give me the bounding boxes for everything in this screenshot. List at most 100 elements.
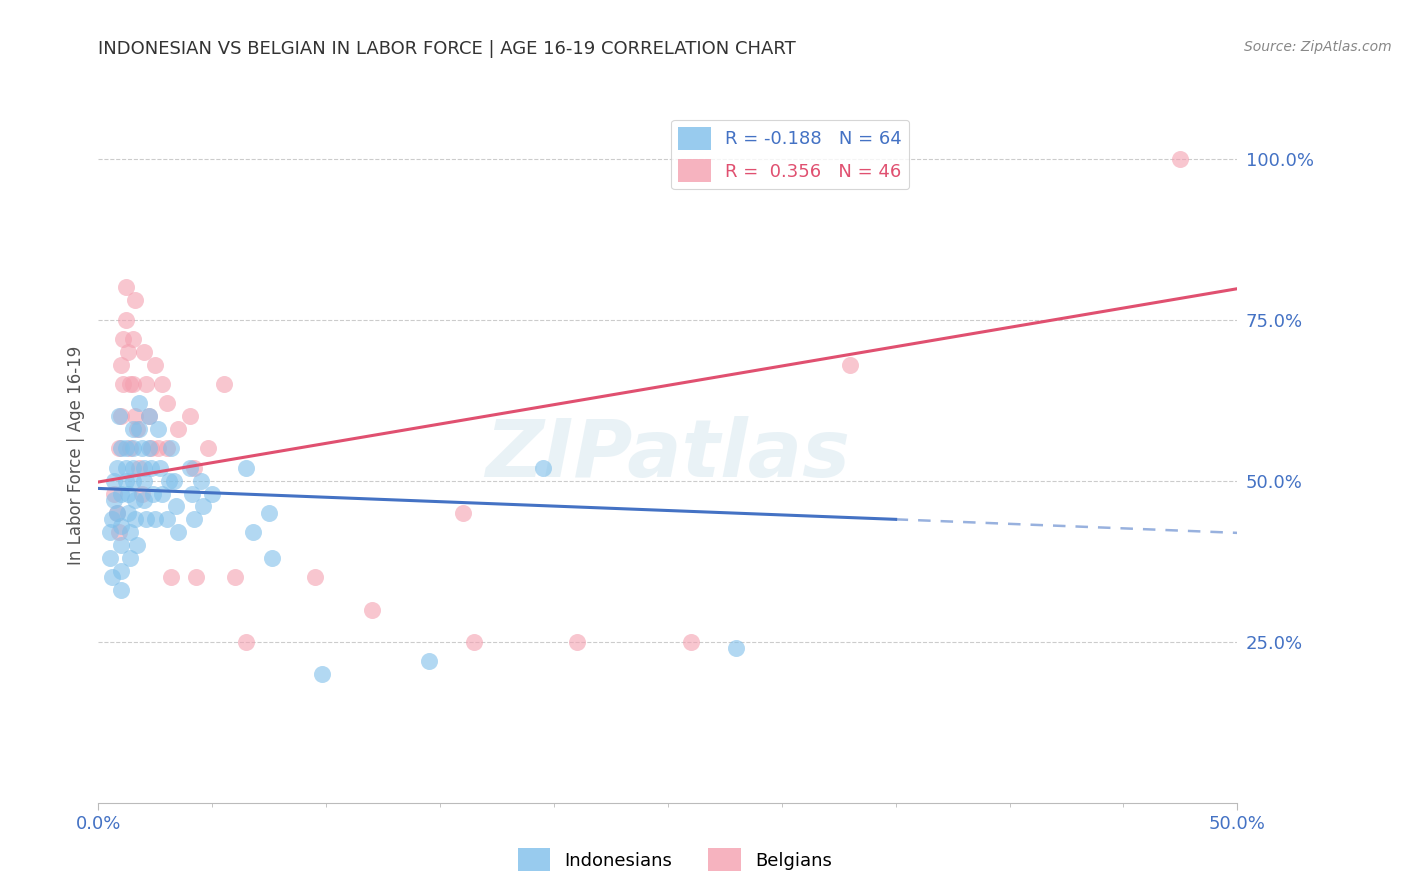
Point <box>132 493 155 508</box>
Point <box>531 460 554 475</box>
Point <box>311 667 333 681</box>
Point <box>110 564 132 578</box>
Point <box>128 422 150 436</box>
Point <box>135 377 157 392</box>
Point <box>146 422 169 436</box>
Point <box>142 486 165 500</box>
Point <box>127 422 149 436</box>
Point <box>124 493 146 508</box>
Point <box>156 512 179 526</box>
Point <box>124 409 146 424</box>
Point <box>132 344 155 359</box>
Point <box>101 570 124 584</box>
Point <box>235 634 257 648</box>
Point <box>110 358 132 372</box>
Y-axis label: In Labor Force | Age 16-19: In Labor Force | Age 16-19 <box>66 345 84 565</box>
Point <box>132 474 155 488</box>
Point <box>132 460 155 475</box>
Point <box>124 293 146 308</box>
Point <box>108 442 131 456</box>
Point <box>242 525 264 540</box>
Point <box>98 551 121 566</box>
Point <box>167 525 190 540</box>
Point <box>179 409 201 424</box>
Point <box>121 377 143 392</box>
Point <box>156 442 179 456</box>
Point <box>157 474 180 488</box>
Point <box>150 486 173 500</box>
Point <box>201 486 224 500</box>
Point <box>150 377 173 392</box>
Point <box>105 506 128 520</box>
Point <box>839 358 862 372</box>
Point <box>260 551 283 566</box>
Point <box>138 442 160 456</box>
Point <box>117 344 139 359</box>
Point <box>183 460 205 475</box>
Point <box>165 500 187 514</box>
Point <box>224 570 246 584</box>
Point <box>183 512 205 526</box>
Point <box>105 460 128 475</box>
Point <box>114 474 136 488</box>
Point <box>103 474 125 488</box>
Point <box>108 525 131 540</box>
Point <box>1170 152 1192 166</box>
Point <box>565 634 588 648</box>
Point <box>121 422 143 436</box>
Point <box>463 634 485 648</box>
Point <box>190 474 212 488</box>
Point <box>160 442 183 456</box>
Point <box>259 506 281 520</box>
Point <box>725 641 748 656</box>
Point <box>110 409 132 424</box>
Point <box>114 312 136 326</box>
Point <box>117 486 139 500</box>
Point <box>128 460 150 475</box>
Point <box>103 493 125 508</box>
Point <box>127 538 149 552</box>
Point <box>110 583 132 598</box>
Point <box>110 518 132 533</box>
Point <box>121 332 143 346</box>
Point <box>121 474 143 488</box>
Point <box>121 442 143 456</box>
Point <box>121 460 143 475</box>
Point <box>679 634 702 648</box>
Text: Source: ZipAtlas.com: Source: ZipAtlas.com <box>1244 40 1392 54</box>
Point <box>167 422 190 436</box>
Point <box>114 460 136 475</box>
Point <box>114 280 136 294</box>
Text: INDONESIAN VS BELGIAN IN LABOR FORCE | AGE 16-19 CORRELATION CHART: INDONESIAN VS BELGIAN IN LABOR FORCE | A… <box>98 40 796 58</box>
Point <box>146 442 169 456</box>
Point <box>138 409 160 424</box>
Point <box>418 654 440 668</box>
Legend: R = -0.188   N = 64, R =  0.356   N = 46: R = -0.188 N = 64, R = 0.356 N = 46 <box>671 120 910 189</box>
Legend: Indonesians, Belgians: Indonesians, Belgians <box>510 841 839 879</box>
Point <box>139 442 162 456</box>
Point <box>162 474 184 488</box>
Point <box>108 409 131 424</box>
Point <box>110 538 132 552</box>
Point <box>179 460 201 475</box>
Point <box>124 512 146 526</box>
Point <box>145 512 167 526</box>
Point <box>120 525 142 540</box>
Point <box>360 602 382 616</box>
Point <box>304 570 326 584</box>
Point <box>120 551 142 566</box>
Point <box>138 409 160 424</box>
Point <box>180 486 202 500</box>
Point <box>114 442 136 456</box>
Point <box>139 460 162 475</box>
Point <box>212 377 235 392</box>
Point <box>110 486 132 500</box>
Point <box>110 442 132 456</box>
Point <box>131 442 153 456</box>
Point <box>117 506 139 520</box>
Point <box>135 512 157 526</box>
Point <box>120 442 142 456</box>
Point <box>101 512 124 526</box>
Point <box>149 460 172 475</box>
Point <box>160 570 183 584</box>
